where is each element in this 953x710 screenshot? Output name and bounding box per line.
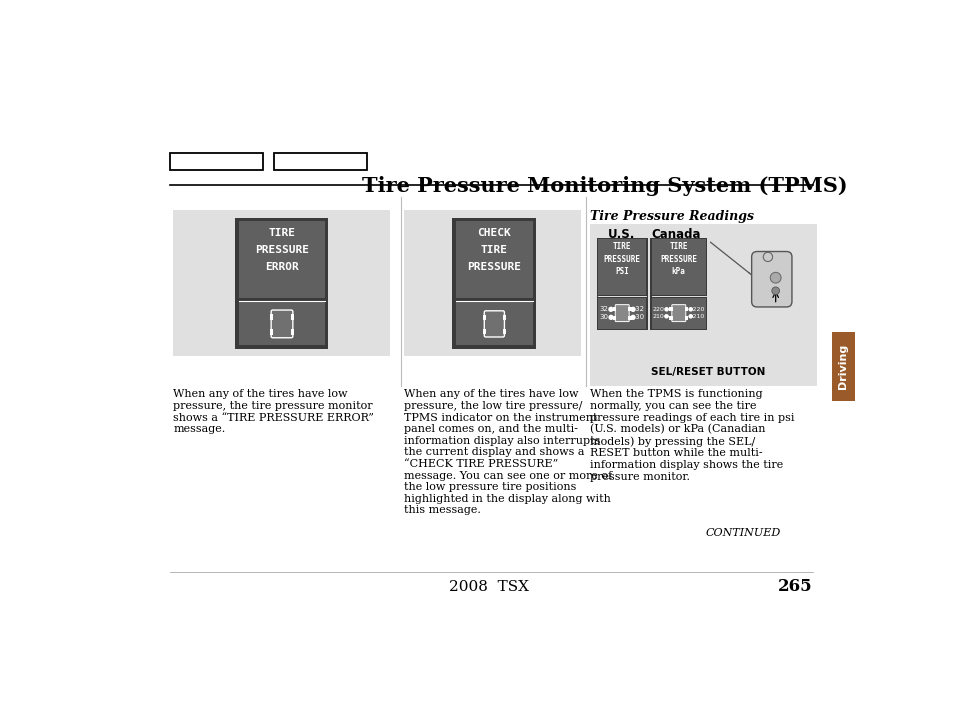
Text: Tire Pressure Monitoring System (TPMS): Tire Pressure Monitoring System (TPMS) (362, 176, 847, 196)
Text: When the TPMS is functioning
normally, you can see the tire
pressure readings of: When the TPMS is functioning normally, y… (590, 389, 794, 481)
Text: ●30: ●30 (629, 314, 644, 320)
Text: When any of the tires have low
pressure, the low tire pressure/
TPMS indicator o: When any of the tires have low pressure,… (404, 389, 612, 515)
Bar (502, 329, 505, 334)
Text: ●220: ●220 (687, 306, 704, 311)
Bar (404, 210, 580, 356)
Circle shape (771, 287, 779, 295)
FancyBboxPatch shape (484, 311, 504, 337)
Bar (270, 314, 273, 320)
Bar (590, 224, 816, 386)
Bar (235, 218, 328, 349)
Bar (502, 315, 505, 320)
Text: 32●: 32● (599, 306, 614, 312)
Bar (651, 239, 705, 295)
Text: CONTINUED: CONTINUED (705, 528, 780, 538)
Bar (651, 297, 705, 329)
Bar (669, 307, 672, 311)
Bar (669, 316, 672, 320)
Bar (831, 332, 855, 401)
Text: Tire Pressure Readings: Tire Pressure Readings (590, 210, 754, 223)
Text: kPa: kPa (671, 267, 685, 276)
Bar (598, 239, 645, 295)
Bar (238, 221, 325, 297)
Text: 30●: 30● (599, 314, 615, 320)
Text: PRESSURE: PRESSURE (254, 246, 309, 256)
Circle shape (769, 273, 781, 283)
Text: SEL/RESET BUTTON: SEL/RESET BUTTON (650, 367, 764, 377)
Bar (452, 218, 536, 349)
Bar (456, 221, 533, 297)
Bar (291, 314, 294, 320)
FancyBboxPatch shape (671, 305, 685, 322)
Bar (598, 297, 645, 329)
Bar (649, 238, 707, 330)
Text: U.S.: U.S. (607, 229, 635, 241)
Text: Canada: Canada (650, 229, 700, 241)
Text: ●32: ●32 (629, 306, 644, 312)
Text: Driving: Driving (838, 344, 847, 389)
Text: TIRE: TIRE (613, 242, 631, 251)
Text: PRESSURE: PRESSURE (467, 262, 520, 273)
Bar (482, 315, 485, 320)
Text: CHECK: CHECK (476, 229, 511, 239)
Bar (596, 238, 647, 330)
Text: PRESSURE: PRESSURE (603, 255, 640, 263)
FancyBboxPatch shape (271, 310, 293, 338)
Bar (628, 307, 631, 311)
Text: When any of the tires have low
pressure, the tire pressure monitor
shows a “TIRE: When any of the tires have low pressure,… (173, 389, 374, 434)
Text: 210●: 210● (652, 314, 669, 319)
FancyBboxPatch shape (751, 251, 791, 307)
Bar (291, 329, 294, 335)
Text: TIRE: TIRE (268, 229, 295, 239)
Text: PRESSURE: PRESSURE (659, 255, 697, 263)
Text: 2008  TSX: 2008 TSX (449, 579, 528, 594)
Bar (270, 329, 273, 335)
Text: TIRE: TIRE (669, 242, 687, 251)
FancyBboxPatch shape (615, 305, 629, 322)
Bar (684, 316, 687, 320)
Text: 220●: 220● (652, 306, 669, 311)
Bar (456, 302, 533, 346)
Bar (274, 153, 367, 170)
Bar (173, 210, 390, 356)
Text: 265: 265 (778, 578, 812, 595)
Bar (628, 316, 631, 320)
Bar (238, 302, 325, 346)
Bar (612, 307, 616, 311)
Text: PSI: PSI (615, 267, 628, 276)
Text: TIRE: TIRE (480, 246, 507, 256)
Bar (170, 153, 262, 170)
Text: ●210: ●210 (687, 314, 704, 319)
Text: ERROR: ERROR (265, 262, 298, 273)
Bar (612, 316, 616, 320)
Bar (684, 307, 687, 311)
Bar (482, 329, 485, 334)
